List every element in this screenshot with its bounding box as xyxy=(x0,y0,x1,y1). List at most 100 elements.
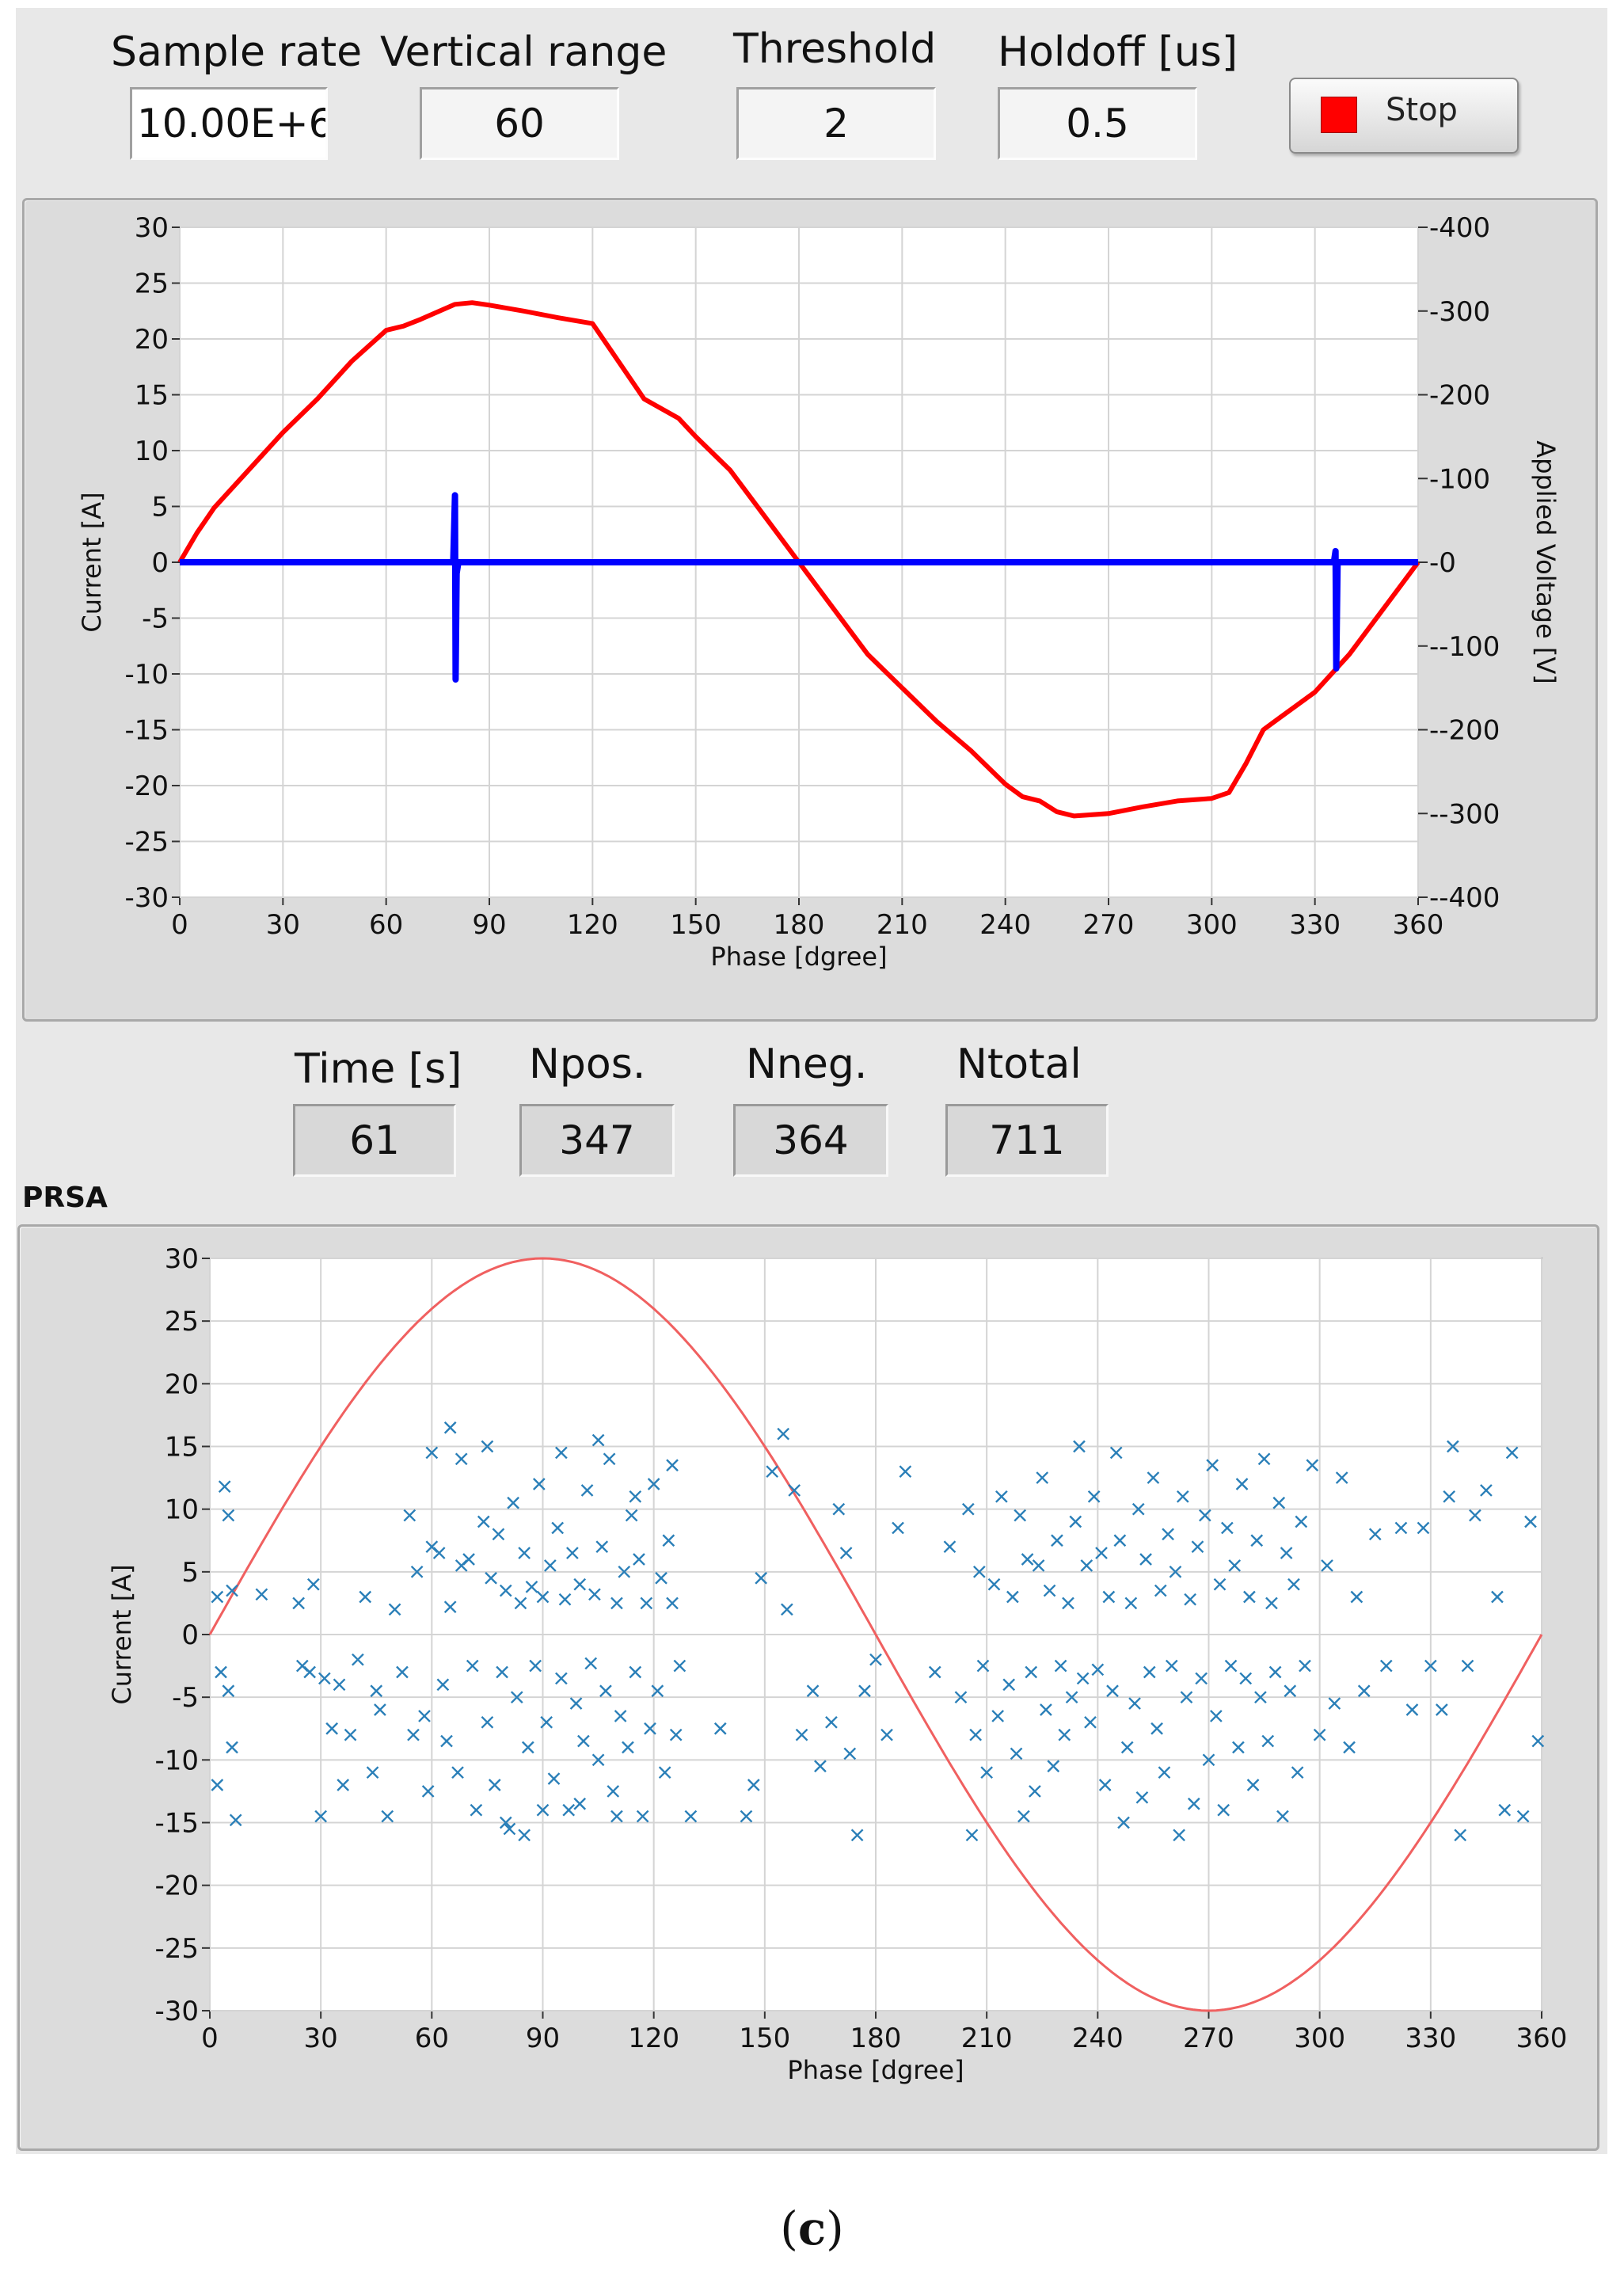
scatter-point xyxy=(1169,1565,1182,1578)
scatter-point xyxy=(1480,1484,1493,1497)
scatter-point xyxy=(580,1484,594,1497)
current-series-line xyxy=(180,492,1418,683)
scatter-point xyxy=(1010,1747,1023,1760)
scatter-point xyxy=(839,1547,853,1559)
x-tick-label: 90 xyxy=(472,909,506,941)
scatter-point xyxy=(1084,1715,1097,1729)
scatter-point xyxy=(1051,1534,1063,1547)
y-tick-label: 25 xyxy=(135,268,169,300)
scatter-point xyxy=(1047,1760,1060,1773)
scatter-point xyxy=(1524,1515,1537,1528)
scatter-point xyxy=(1405,1703,1419,1716)
scatter-point xyxy=(1531,1734,1545,1748)
x-tick-label: 90 xyxy=(526,2023,560,2054)
scatter-point xyxy=(1002,1678,1016,1692)
scatter-point xyxy=(1076,1672,1090,1685)
scatter-point xyxy=(1113,1534,1127,1547)
scatter-point xyxy=(640,1597,653,1610)
scatter-point xyxy=(1017,1810,1030,1823)
scatter-point xyxy=(226,1584,238,1597)
stop-button[interactable]: Stop xyxy=(1289,78,1519,154)
x-tick-label: 150 xyxy=(670,909,721,941)
scatter-point xyxy=(1069,1515,1082,1528)
scatter-point xyxy=(1394,1521,1408,1535)
x-tick-label: 270 xyxy=(1083,909,1135,941)
scatter-point xyxy=(1265,1597,1278,1610)
scatter-point xyxy=(995,1490,1008,1503)
time-indicator: 61 xyxy=(293,1104,456,1177)
scatter-point xyxy=(1246,1779,1260,1791)
scatter-point xyxy=(1321,1559,1333,1572)
scatter-point xyxy=(558,1593,572,1606)
y2-tick-label: -100 xyxy=(1429,463,1490,495)
vertical-range-input[interactable]: 60 xyxy=(420,87,619,160)
scatter-point xyxy=(1228,1559,1242,1572)
scatter-point xyxy=(1131,1502,1145,1516)
scatter-point xyxy=(496,1665,508,1679)
scatter-point xyxy=(1139,1553,1152,1566)
scatter-point xyxy=(1505,1446,1519,1460)
scatter-point xyxy=(599,1684,612,1698)
scatter-point xyxy=(651,1684,664,1698)
scatter-point xyxy=(713,1722,727,1735)
scatter-point xyxy=(1272,1496,1286,1509)
scatter-point xyxy=(566,1547,579,1559)
scatter-point xyxy=(521,1741,534,1754)
scatter-point xyxy=(1154,1584,1167,1597)
holdoff-input[interactable]: 0.5 xyxy=(998,87,1197,160)
scatter-point xyxy=(892,1521,904,1535)
scatter-point xyxy=(370,1684,383,1698)
x-tick-label: 120 xyxy=(628,2023,679,2054)
scatter-point xyxy=(1109,1446,1123,1460)
scatter-point xyxy=(666,1459,679,1472)
scatter-point xyxy=(1025,1665,1038,1679)
threshold-label: Threshold xyxy=(733,25,937,73)
scatter-point xyxy=(965,1829,979,1842)
scatter-point xyxy=(418,1710,431,1722)
scatter-point xyxy=(740,1810,753,1823)
scatter-point xyxy=(1054,1659,1067,1673)
scatter-point xyxy=(425,1446,439,1460)
scatter-point xyxy=(1165,1659,1178,1673)
sample-rate-label: Sample rate xyxy=(111,29,363,76)
sample-rate-input[interactable]: 10.00E+6 xyxy=(130,87,328,160)
y-tick-label: 20 xyxy=(135,324,169,356)
scatter-point xyxy=(666,1597,679,1610)
scatter-point xyxy=(325,1722,339,1735)
scatter-point xyxy=(1176,1490,1189,1503)
scatter-point xyxy=(381,1810,394,1823)
x-tick-label: 120 xyxy=(567,909,618,941)
scatter-point xyxy=(1128,1697,1141,1710)
scatter-point xyxy=(1124,1597,1138,1610)
scatter-point xyxy=(588,1588,601,1601)
scatter-point xyxy=(1436,1703,1448,1716)
scatter-point xyxy=(551,1521,565,1535)
scatter-point xyxy=(1306,1459,1319,1472)
y2-tick-label: --200 xyxy=(1429,715,1500,747)
scatter-point xyxy=(443,1600,457,1614)
scatter-point xyxy=(536,1803,550,1817)
y-tick-label: 10 xyxy=(135,436,169,467)
scatter-point xyxy=(644,1722,656,1735)
scatter-point xyxy=(569,1697,583,1710)
y-tick-label: -5 xyxy=(172,1682,199,1714)
y-tick-label: -30 xyxy=(154,1996,199,2027)
vertical-range-label: Vertical range xyxy=(380,29,667,76)
scatter-point xyxy=(1235,1478,1249,1490)
scatter-point xyxy=(1135,1791,1149,1804)
scatter-point xyxy=(1454,1829,1467,1842)
y-tick-label: -15 xyxy=(154,1808,199,1840)
scatter-point xyxy=(1254,1691,1267,1704)
scatter-point xyxy=(850,1829,864,1842)
scatter-point xyxy=(481,1440,494,1453)
scatter-point xyxy=(1443,1490,1456,1503)
threshold-input[interactable]: 2 xyxy=(736,87,936,160)
scatter-point xyxy=(555,1672,568,1685)
y2-axis-title: Applied Voltage [V] xyxy=(1531,440,1561,684)
scatter-point xyxy=(610,1597,623,1610)
time-label: Time [s] xyxy=(295,1045,462,1093)
scatter-point xyxy=(218,1480,231,1494)
scatter-point xyxy=(403,1509,416,1522)
scatter-point xyxy=(899,1465,912,1479)
scatter-point xyxy=(443,1421,457,1434)
